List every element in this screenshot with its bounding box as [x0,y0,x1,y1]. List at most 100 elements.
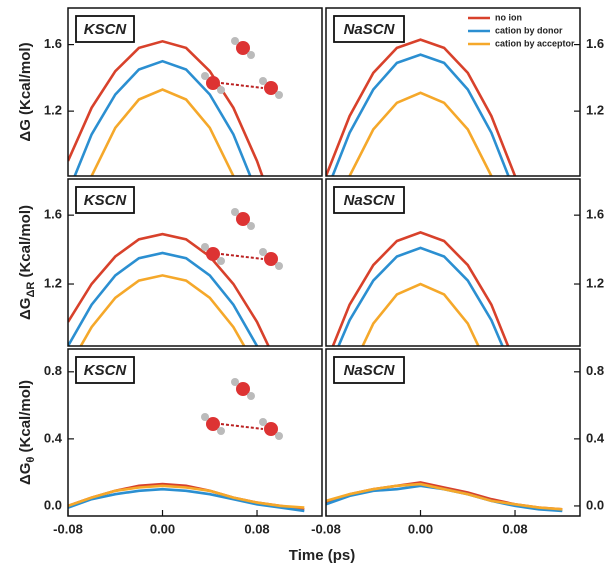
y-tick-label: 1.6 [586,36,604,51]
series-line [68,39,264,176]
series-line [331,53,510,176]
plot-area [326,481,563,513]
atom-h [247,392,255,400]
x-tick-label: 0.00 [150,521,175,536]
atom-h [201,72,209,80]
x-axis-label: Time (ps) [289,547,355,564]
series-line [68,232,270,346]
series-line [337,246,504,346]
y-axis-label: ΔGΔR (Kcal/mol) [17,205,37,320]
series-line [90,88,235,176]
plot-area [68,482,305,513]
y-tick-label: 1.6 [44,36,62,51]
atom-h [259,77,267,85]
atom-h [231,378,239,386]
panel-frame [67,7,323,177]
panel-frame [67,178,323,347]
y-tick-label: 0.4 [44,430,63,445]
series-line [361,282,480,346]
y-axis-label-unit: (Kcal/mol) [17,380,34,457]
bond-dashed [220,82,264,89]
atom [206,417,220,431]
atom [236,382,250,396]
atom [236,41,250,55]
y-tick-label: 0.0 [586,497,604,512]
atom-h [201,413,209,421]
y-tick-label: 1.2 [44,103,62,118]
atom-h [217,257,225,265]
atom [264,81,278,95]
atom-h [275,262,283,270]
atom-h [259,418,267,426]
panel-label: KSCN [84,21,128,38]
y-tick-label: 1.6 [586,207,604,222]
series-line [326,38,517,176]
panel-frame [325,178,581,347]
panel-label-box [333,186,405,214]
y-axis-label: ΔGθ (Kcal/mol) [17,380,37,485]
panel-label-box [75,15,135,43]
atom-h [231,208,239,216]
x-tick-label: 0.08 [244,521,269,536]
panel-label-box [333,356,405,384]
atom-h [275,91,283,99]
atom-h [275,432,283,440]
y-axis-label-sub: ΔR [25,282,37,298]
atom [264,252,278,266]
plot-area [68,232,270,346]
panel-frame [325,7,581,177]
x-tick-label: 0.00 [408,521,433,536]
plot-area [68,39,264,176]
atom-h [247,51,255,59]
plot-area [331,231,510,346]
x-tick-label: -0.08 [53,521,83,536]
panel-label-box [75,356,135,384]
atom [264,422,278,436]
atom-h [231,37,239,45]
y-axis-label-unit: (Kcal/mol) [17,42,34,119]
panel-label: NaSCN [344,21,396,38]
panel-label-box [333,15,405,43]
legend-label: cation by donor [495,25,563,35]
series-line [73,59,252,176]
x-tick-label: -0.08 [311,521,341,536]
series-line [326,482,563,511]
y-tick-label: 1.6 [44,207,62,222]
y-axis-label-main: ΔG [17,119,34,141]
y-axis-label-sub: θ [25,457,37,463]
atom [206,76,220,90]
panel-frame [67,348,323,517]
y-tick-label: 0.8 [44,363,62,378]
bond-dashed [220,253,264,260]
y-tick-label: 0.0 [44,497,62,512]
series-line [68,484,305,509]
y-axis-label: ΔG (Kcal/mol) [17,42,34,141]
plot-area [326,38,517,176]
atom-h [217,86,225,94]
atom-h [247,222,255,230]
y-axis-label-main: ΔG [17,463,34,485]
y-axis-label-main: ΔG [17,298,34,320]
series-line [348,91,493,176]
series-line [79,274,246,346]
y-tick-label: 1.2 [44,275,62,290]
atom [206,247,220,261]
panel-label: KSCN [84,192,128,209]
legend-label: no ion [495,12,522,22]
y-tick-label: 1.2 [586,103,604,118]
y-tick-label: 0.8 [586,363,604,378]
bond-dashed [220,423,264,430]
atom-h [217,427,225,435]
x-tick-label: 0.08 [502,521,527,536]
y-axis-label-unit: (Kcal/mol) [17,205,34,282]
panel-frame [325,348,581,517]
series-line [68,487,305,513]
y-tick-label: 1.2 [586,275,604,290]
y-tick-label: 0.4 [586,430,605,445]
atom-h [201,243,209,251]
panel-label: KSCN [84,362,128,379]
panel-label: NaSCN [344,362,396,379]
atom-h [259,248,267,256]
series-line [331,231,510,346]
panel-label: NaSCN [344,192,396,209]
